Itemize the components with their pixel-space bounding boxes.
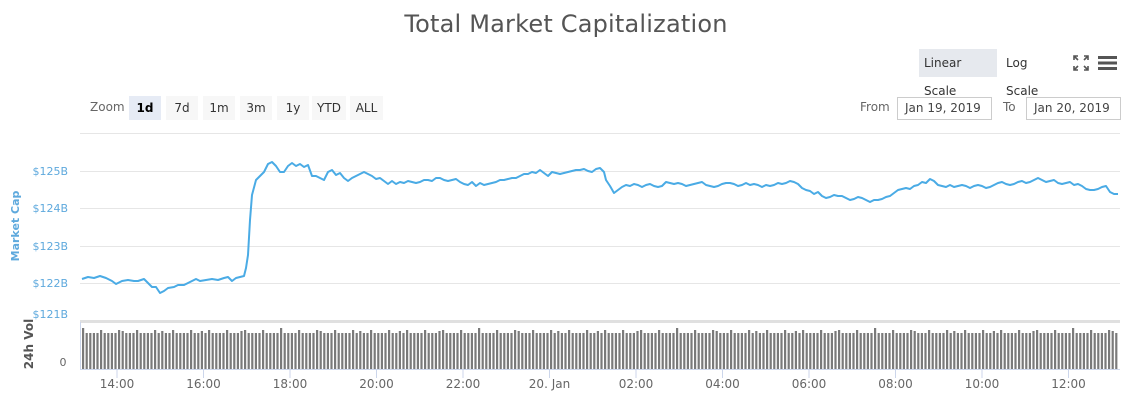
range-button-1y[interactable]: 1y bbox=[277, 96, 309, 120]
svg-text:02:00: 02:00 bbox=[619, 377, 654, 391]
svg-text:08:00: 08:00 bbox=[878, 377, 913, 391]
to-date-input[interactable]: Jan 20, 2019 bbox=[1026, 97, 1121, 120]
volume-axis-title: 24h Vol bbox=[22, 319, 36, 369]
y-axis-labels: $125B $124B $123B $122B $121B bbox=[32, 165, 68, 321]
svg-text:18:00: 18:00 bbox=[273, 377, 308, 391]
zoom-label: Zoom bbox=[90, 100, 125, 114]
svg-text:20. Jan: 20. Jan bbox=[529, 377, 570, 391]
svg-text:06:00: 06:00 bbox=[792, 377, 827, 391]
svg-text:20:00: 20:00 bbox=[359, 377, 394, 391]
svg-text:14:00: 14:00 bbox=[100, 377, 135, 391]
log-scale-button[interactable]: Log Scale bbox=[1006, 56, 1039, 98]
from-date-input[interactable]: Jan 19, 2019 bbox=[897, 97, 992, 120]
hamburger-menu-icon[interactable] bbox=[1098, 55, 1118, 71]
range-button-all[interactable]: ALL bbox=[350, 96, 383, 120]
range-button-ytd[interactable]: YTD bbox=[312, 96, 346, 120]
range-button-1d[interactable]: 1d bbox=[129, 96, 161, 120]
y-tick-122: $122B bbox=[32, 277, 68, 290]
market-cap-line bbox=[81, 161, 1118, 294]
y-tick-124: $124B bbox=[32, 202, 68, 215]
y-axis-title: Market Cap bbox=[9, 191, 22, 262]
range-button-1m[interactable]: 1m bbox=[203, 96, 235, 120]
svg-text:16:00: 16:00 bbox=[186, 377, 221, 391]
chart-title: Total Market Capitalization bbox=[404, 10, 728, 38]
from-label: From bbox=[860, 100, 890, 114]
svg-text:10:00: 10:00 bbox=[965, 377, 1000, 391]
y-tick-125: $125B bbox=[32, 165, 68, 178]
svg-text:22:00: 22:00 bbox=[446, 377, 481, 391]
volume-bars bbox=[82, 328, 1118, 369]
volume-zero-tick: 0 bbox=[60, 356, 67, 369]
x-axis-labels: 14:00 16:00 18:00 20:00 22:00 20. Jan 02… bbox=[100, 377, 1086, 391]
linear-scale-button[interactable]: Linear Scale bbox=[919, 49, 997, 98]
y-tick-121: $121B bbox=[32, 308, 68, 321]
range-button-3m[interactable]: 3m bbox=[240, 96, 272, 120]
to-label: To bbox=[1003, 100, 1016, 114]
svg-text:04:00: 04:00 bbox=[705, 377, 740, 391]
x-axis-ticks bbox=[116, 370, 1069, 378]
y-tick-123: $123B bbox=[32, 240, 68, 253]
gridlines bbox=[80, 133, 1120, 284]
svg-text:12:00: 12:00 bbox=[1051, 377, 1086, 391]
range-button-7d[interactable]: 7d bbox=[166, 96, 198, 120]
fullscreen-icon[interactable] bbox=[1073, 55, 1089, 71]
